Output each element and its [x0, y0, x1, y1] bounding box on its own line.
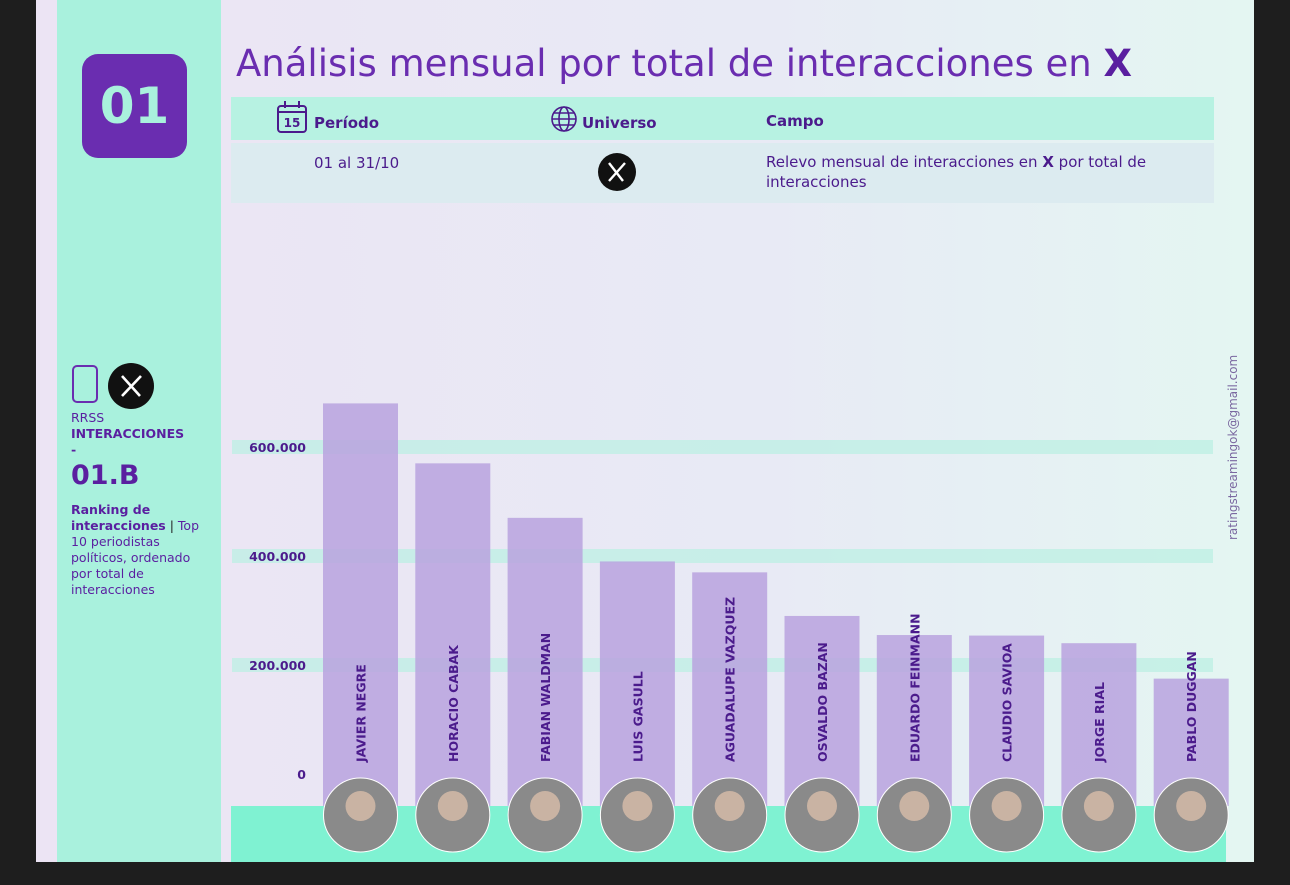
description: Top 10 periodistas políticos, ordenado p…: [71, 518, 200, 597]
photo-head: [1176, 791, 1207, 821]
photo-head: [345, 791, 376, 821]
metric: INTERACCIONES: [71, 426, 185, 441]
bar: [784, 615, 860, 774]
field-value: Relevo mensual de interacciones en X por…: [766, 152, 1186, 192]
x-tick-label: PABLO DUGGAN: [1184, 651, 1199, 762]
title: Análisis mensual por total de interaccio…: [236, 42, 1132, 85]
x-tick-label: FABIAN WALDMAN: [538, 633, 553, 762]
bar: [1153, 678, 1229, 774]
y-tick-label: 600.000: [249, 440, 306, 455]
description-bold: Ranking de interacciones: [71, 502, 166, 533]
bar: [692, 572, 768, 774]
table-header: Período: [314, 114, 380, 132]
table-header: Campo: [766, 112, 824, 130]
field-text: por total de interacciones: [766, 153, 1147, 191]
sidebar-text: RRSS INTERACCIONES - 01.B Ranking de int…: [71, 410, 206, 598]
photo-head: [807, 791, 837, 821]
bar: [507, 517, 583, 774]
y-tick-label: 400.000: [249, 549, 306, 564]
photo-head: [714, 791, 745, 821]
photo-head: [622, 791, 653, 821]
y-tick-label: 200.000: [249, 658, 306, 673]
calendar-day: 15: [284, 116, 301, 130]
period-value: 01 al 31/10: [314, 154, 400, 172]
x-tick-label: HORACIO CABAK: [446, 644, 461, 762]
bar: [323, 403, 398, 774]
network: RRSS: [71, 410, 105, 425]
title-text: Análisis mensual por total de interaccio…: [236, 42, 1104, 85]
badge: 01: [82, 54, 187, 158]
bars: [323, 403, 1229, 774]
x-tick-label: LUIS GASULL: [630, 671, 645, 762]
globe-icon: [551, 106, 577, 132]
bar: [1061, 643, 1137, 774]
table-row: [231, 143, 1214, 203]
table-header-row: [231, 97, 1214, 140]
photo-head: [530, 791, 561, 821]
bar: [876, 635, 952, 774]
code: 01.B: [71, 460, 140, 491]
y-tick-label: 0: [297, 767, 306, 782]
table-header: Universo: [582, 114, 657, 132]
x-tick-label: OSVALDO BAZAN: [815, 642, 830, 762]
x-tick-label: JORGE RIAL: [1092, 682, 1107, 763]
photo-head: [437, 791, 468, 821]
bar: [599, 561, 675, 774]
photo-head: [991, 791, 1022, 821]
calendar-icon: 15: [277, 101, 307, 133]
field-text: Relevo mensual de interacciones en: [766, 153, 1043, 171]
x-tick-label: JAVIER NEGRE: [354, 664, 369, 763]
title-emphasis: X: [1103, 42, 1133, 85]
dash: -: [71, 442, 77, 457]
network-icons: [72, 363, 154, 409]
x-tick-label: AGUADALUPE VAZQUEZ: [723, 597, 738, 762]
bar: [415, 463, 491, 774]
separator: |: [165, 518, 178, 533]
photo-head: [899, 791, 930, 821]
photo-head: [1083, 791, 1114, 821]
x-tick-label: EDUARDO FEINMANN: [907, 613, 922, 762]
x-logo: [598, 153, 636, 191]
field-emphasis: X: [1042, 153, 1054, 171]
bar: [969, 635, 1045, 774]
x-tick-label: CLAUDIO SAVIOA: [1000, 643, 1015, 762]
